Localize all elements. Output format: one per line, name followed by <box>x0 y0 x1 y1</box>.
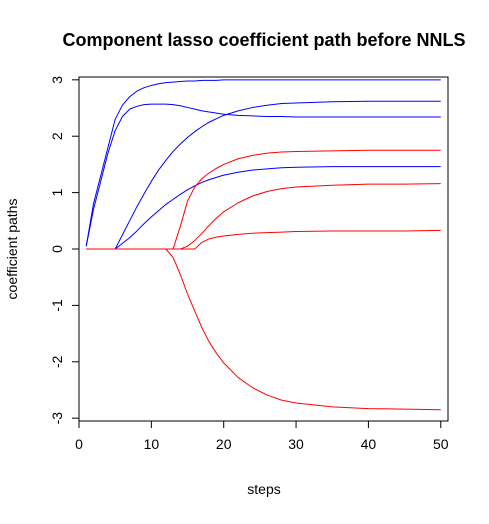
series-layer <box>85 79 441 411</box>
x-tick-label: 10 <box>144 436 160 452</box>
y-tick-label: 2 <box>49 132 65 140</box>
x-tick-label: 50 <box>433 436 449 452</box>
x-tick-label: 30 <box>288 436 304 452</box>
y-tick-label: 0 <box>49 245 65 253</box>
y-axis-title: coefficient paths <box>4 199 20 300</box>
series-line-8 <box>86 248 441 411</box>
series-line-1 <box>85 79 441 247</box>
y-tick-label: -2 <box>49 355 65 368</box>
x-tick-label: 40 <box>361 436 377 452</box>
chart-title: Component lasso coefficient path before … <box>62 30 465 50</box>
x-axis-title: steps <box>247 481 280 497</box>
series-line-6 <box>86 183 441 250</box>
y-tick-label: 1 <box>49 189 65 197</box>
y-axis: -3 -2 -1 0 1 2 3 <box>49 76 80 425</box>
x-tick-label: 0 <box>75 436 83 452</box>
x-axis: 0 10 20 30 40 50 <box>75 420 449 452</box>
series-line-4 <box>86 166 441 250</box>
series-line-7 <box>86 229 441 250</box>
y-tick-label: -1 <box>49 299 65 312</box>
y-tick-label: -3 <box>49 412 65 425</box>
y-tick-label: 3 <box>49 76 65 84</box>
x-tick-label: 20 <box>216 436 232 452</box>
series-line-3 <box>86 100 441 250</box>
series-line-5 <box>86 149 441 250</box>
series-line-2 <box>85 103 441 247</box>
